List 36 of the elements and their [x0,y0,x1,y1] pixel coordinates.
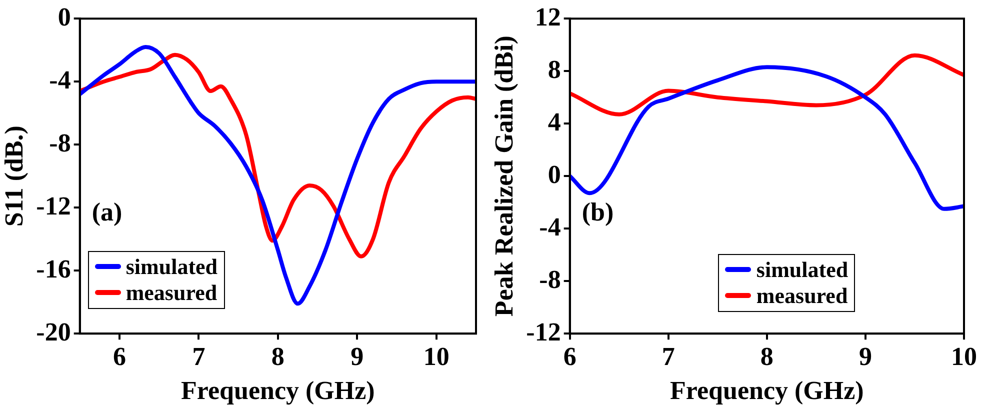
annotation: (a) [92,198,122,227]
x-tick-label: 8 [271,342,284,371]
x-axis-title: Frequency (GHz) [670,376,864,406]
x-tick-label: 9 [858,342,872,371]
line-series [80,52,476,258]
x-tick-label: 7 [192,342,206,371]
y-tick-label: 0 [58,2,71,32]
y-tick-label: -20 [36,317,71,346]
x-tick-label: 9 [350,342,364,371]
y-axis-title: S11 (dB.) [0,126,28,227]
y-tick-label: -12 [526,317,561,346]
annotation: (b) [582,198,614,227]
legend-label: simulated [126,254,218,280]
x-tick-label: 10 [951,342,977,371]
y-tick-label: 8 [548,54,561,84]
x-tick-label: 7 [662,342,675,371]
y-tick-label: -12 [36,191,71,220]
y-tick-label: -16 [36,254,71,284]
x-tick-label: 6 [563,342,576,371]
legend-label: simulated [756,256,848,283]
y-tick-label: -4 [49,65,71,94]
y-tick-label: 0 [548,160,561,189]
x-axis-title: Frequency (GHz) [181,376,375,406]
x-tick-label: 10 [423,342,450,371]
legend-label: measured [756,282,848,309]
y-tick-label: 4 [548,107,561,136]
y-tick-label: -8 [539,264,561,294]
line-series [80,44,476,306]
y-axis-title: Peak Realized Gain (dBi) [489,36,518,317]
line-series [570,53,964,116]
y-tick-label: -8 [49,128,71,158]
x-tick-label: 6 [112,342,126,371]
x-tick-label: 8 [760,342,774,371]
legend-label: measured [126,280,218,306]
y-tick-label: 12 [534,2,561,32]
y-tick-label: -4 [539,212,561,242]
